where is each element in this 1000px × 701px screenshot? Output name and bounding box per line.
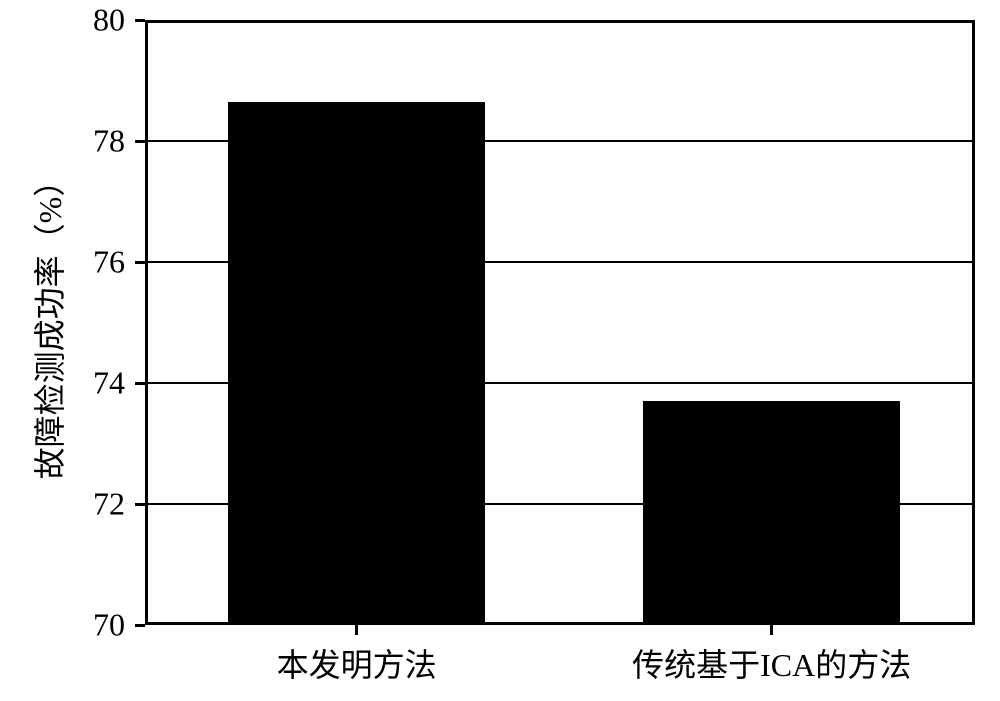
y-tick — [135, 261, 145, 264]
y-tick — [135, 19, 145, 22]
bar — [228, 102, 485, 625]
y-tick — [135, 382, 145, 385]
y-tick-label: 78 — [93, 123, 125, 160]
y-tick — [135, 624, 145, 627]
x-tick — [770, 625, 773, 635]
bar — [643, 401, 900, 625]
y-axis-title: 故障检测成功率（%） — [25, 165, 71, 480]
y-tick — [135, 503, 145, 506]
bar-chart: 故障检测成功率（%） 70 72 74 76 78 80 本发明方法 传统基于ICA的方法 — [0, 0, 1000, 701]
y-tick — [135, 140, 145, 143]
x-tick-label: 传统基于ICA的方法 — [632, 640, 911, 686]
y-tick-label: 76 — [93, 244, 125, 281]
y-tick-label: 70 — [93, 607, 125, 644]
x-tick — [355, 625, 358, 635]
y-tick-label: 72 — [93, 486, 125, 523]
y-tick-label: 80 — [93, 2, 125, 39]
y-tick-label: 74 — [93, 365, 125, 402]
x-tick-label: 本发明方法 — [277, 640, 437, 686]
